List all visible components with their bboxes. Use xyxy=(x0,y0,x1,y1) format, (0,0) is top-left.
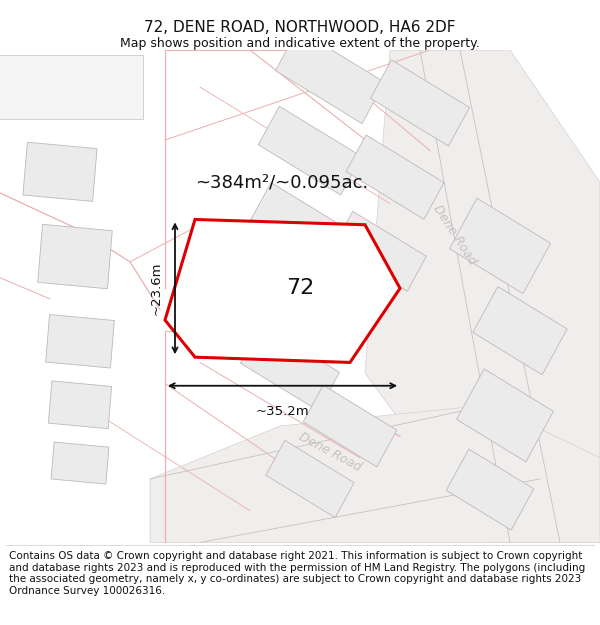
Polygon shape xyxy=(38,224,112,289)
Text: 72: 72 xyxy=(286,278,314,298)
Polygon shape xyxy=(259,106,362,195)
Text: Contains OS data © Crown copyright and database right 2021. This information is : Contains OS data © Crown copyright and d… xyxy=(9,551,585,596)
Polygon shape xyxy=(449,198,551,294)
Polygon shape xyxy=(365,50,600,542)
Polygon shape xyxy=(275,29,385,124)
Polygon shape xyxy=(334,211,427,291)
Polygon shape xyxy=(241,324,340,411)
Polygon shape xyxy=(251,182,349,267)
Text: ~23.6m: ~23.6m xyxy=(150,261,163,315)
Polygon shape xyxy=(446,449,534,530)
Polygon shape xyxy=(165,219,400,362)
Polygon shape xyxy=(473,286,567,375)
Polygon shape xyxy=(346,135,444,219)
Text: Dene Road: Dene Road xyxy=(296,431,364,474)
Polygon shape xyxy=(371,60,469,146)
Polygon shape xyxy=(457,369,553,462)
Polygon shape xyxy=(23,142,97,201)
Polygon shape xyxy=(51,442,109,484)
Text: 72, DENE ROAD, NORTHWOOD, HA6 2DF: 72, DENE ROAD, NORTHWOOD, HA6 2DF xyxy=(144,20,456,35)
Text: Dene Road: Dene Road xyxy=(431,203,479,268)
Polygon shape xyxy=(266,441,354,518)
Polygon shape xyxy=(0,55,143,119)
Polygon shape xyxy=(49,381,112,429)
Polygon shape xyxy=(303,385,397,467)
Polygon shape xyxy=(46,314,115,368)
Text: ~384m²/~0.095ac.: ~384m²/~0.095ac. xyxy=(195,173,368,191)
Text: ~35.2m: ~35.2m xyxy=(256,405,310,418)
Polygon shape xyxy=(150,405,600,542)
Text: Map shows position and indicative extent of the property.: Map shows position and indicative extent… xyxy=(120,37,480,49)
